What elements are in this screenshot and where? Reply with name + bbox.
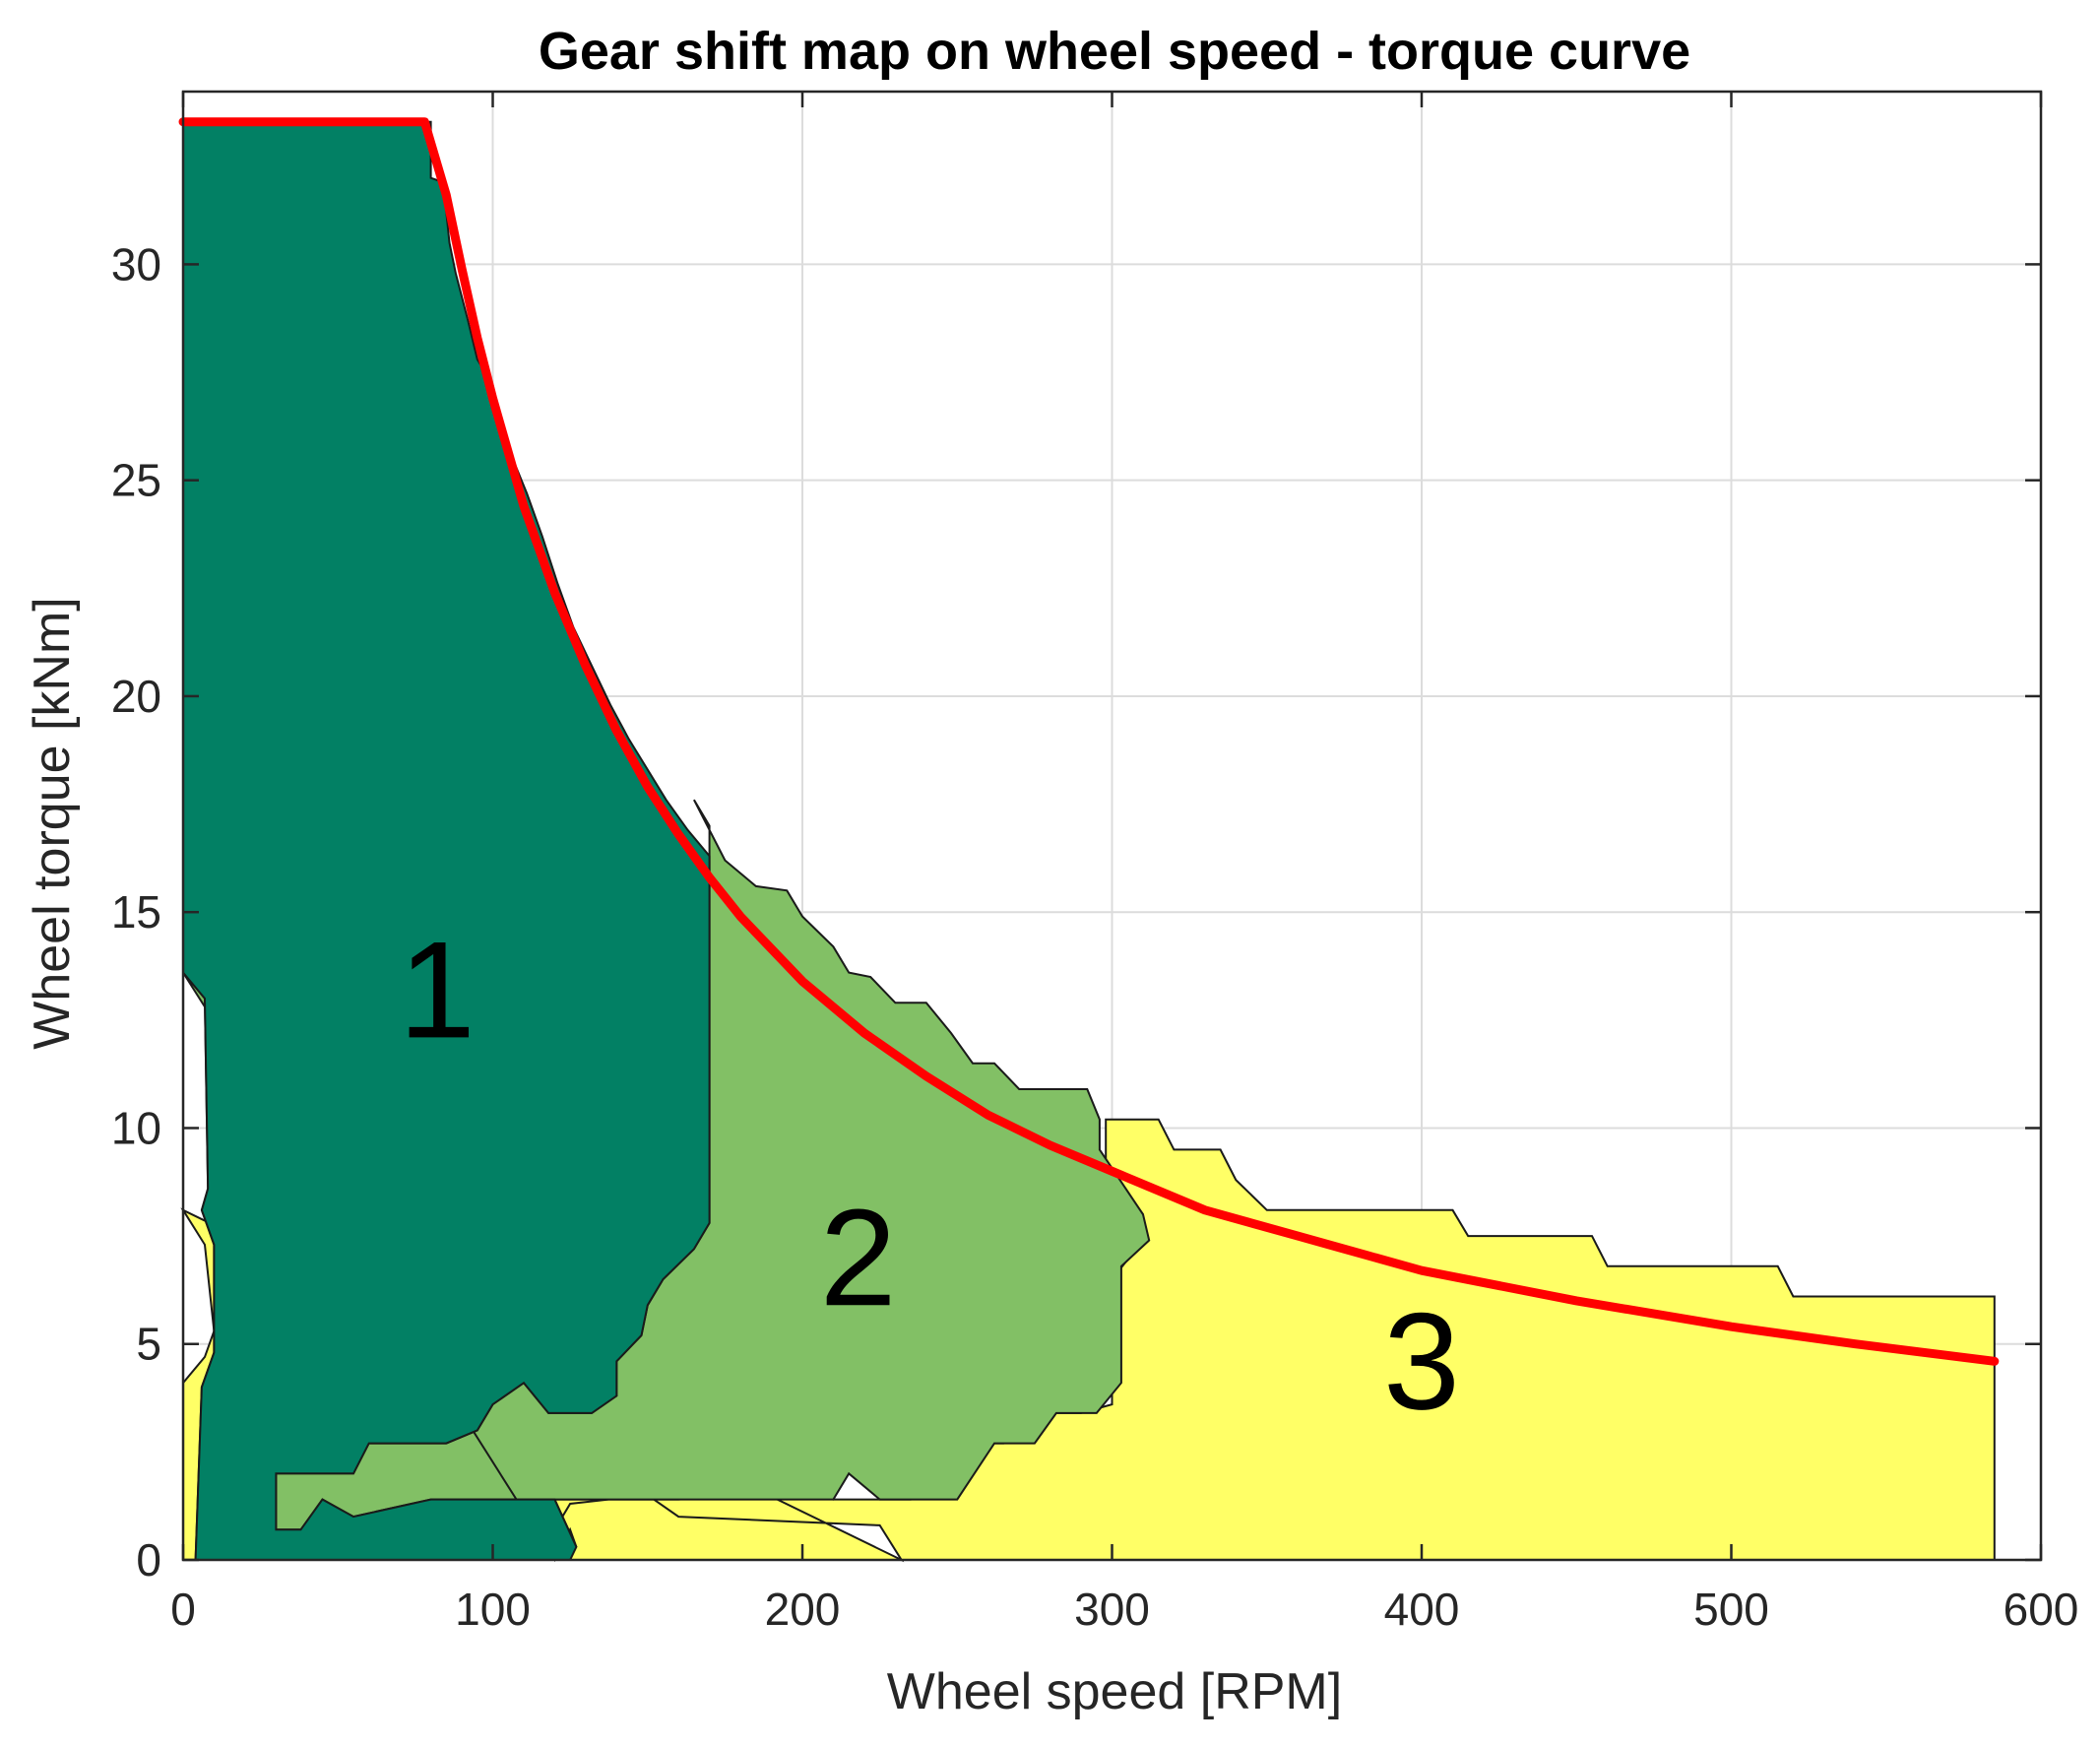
x-axis-label: Wheel speed [RPM] — [887, 1663, 1342, 1720]
y-tick-label: 0 — [136, 1534, 161, 1586]
y-tick-label: 10 — [111, 1102, 161, 1153]
gear-3-label: 3 — [1383, 1284, 1460, 1439]
axes-layer — [181, 90, 2043, 1562]
chart-title: Gear shift map on wheel speed - torque c… — [539, 22, 1690, 81]
gear-2-label: 2 — [820, 1180, 897, 1334]
x-tick-label: 500 — [1693, 1584, 1769, 1635]
y-tick-label: 25 — [111, 455, 161, 506]
tick-label-layer: 0 100 200 300 400 500 600 0 5 10 15 20 25 30 — [111, 238, 2079, 1635]
x-tick-label: 300 — [1074, 1584, 1150, 1635]
y-tick-label: 30 — [111, 238, 161, 290]
max-torque-curve — [178, 117, 2000, 1366]
gear-1-label: 1 — [399, 912, 476, 1067]
x-tick-label: 200 — [765, 1584, 841, 1635]
x-tick-label: 0 — [170, 1584, 196, 1635]
y-tick-label: 5 — [136, 1319, 161, 1370]
y-axis-label: Wheel torque [kNm] — [24, 597, 81, 1050]
curve-layer — [178, 117, 2000, 1366]
x-tick-label: 400 — [1384, 1584, 1460, 1635]
y-tick-label: 15 — [111, 886, 161, 938]
x-tick-label: 600 — [2004, 1584, 2079, 1635]
y-tick-label: 20 — [111, 671, 161, 722]
region-label-layer: 3 2 1 — [399, 912, 1460, 1438]
x-tick-label: 100 — [455, 1584, 531, 1635]
